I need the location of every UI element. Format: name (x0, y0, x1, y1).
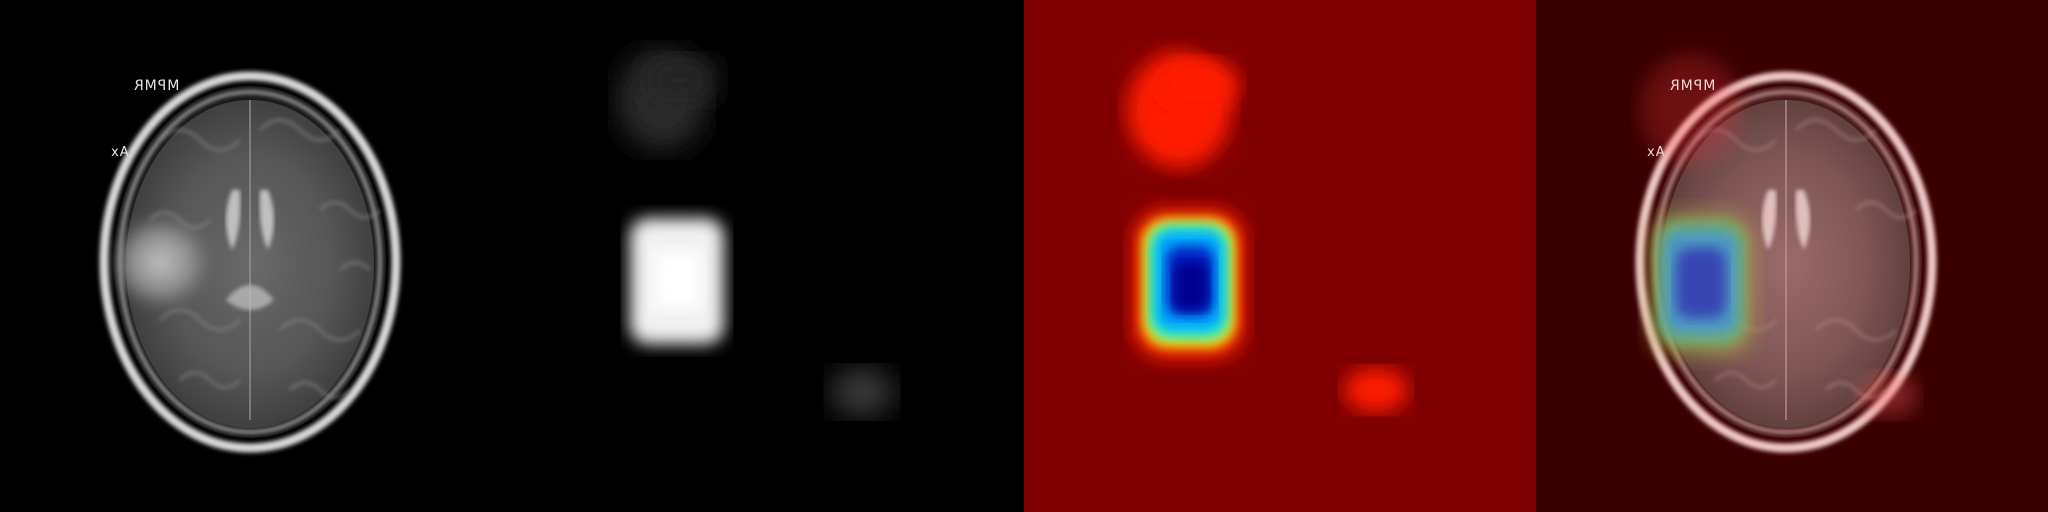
grayscale-attention-image (512, 0, 1024, 512)
heatmap-overlay-image (1536, 0, 2048, 512)
mri-original-panel: MPMR Ax (0, 0, 512, 512)
heatmap-overlay-panel: MPMR Ax (1536, 0, 2048, 512)
scan-label-side: Ax (110, 145, 129, 160)
jet-heatmap-image (1024, 0, 1536, 512)
overlay-scan-label-side: Ax (1646, 145, 1665, 160)
overlay-scan-label-top: MPMR (1669, 78, 1716, 94)
grayscale-attention-panel (512, 0, 1024, 512)
jet-heatmap-panel (1024, 0, 1536, 512)
mri-brain-image (0, 0, 512, 512)
scan-label-top: MPMR (133, 78, 180, 94)
